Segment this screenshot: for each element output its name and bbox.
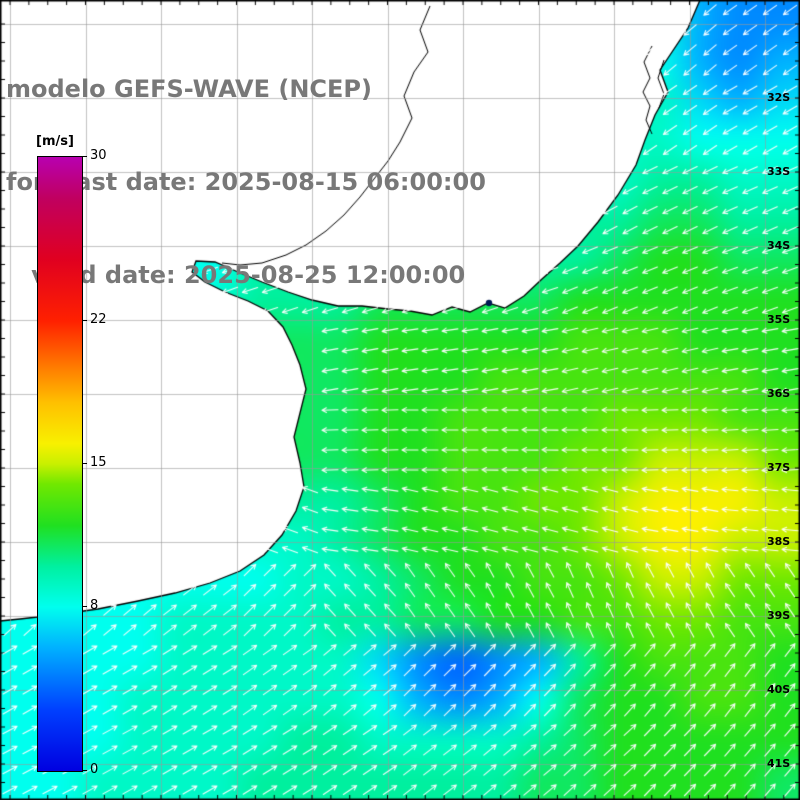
colorbar-tick-label: 15 — [90, 455, 107, 470]
colorbar-tick-label: 30 — [90, 148, 107, 163]
lat-label: 37S — [767, 461, 791, 474]
colorbar-tick-mark — [82, 319, 87, 321]
colorbar-tick-label: 8 — [90, 598, 99, 614]
model-title: modelo GEFS-WAVE (NCEP) — [6, 75, 372, 103]
colorbar: [m/s] 30 22 15 8 0 — [36, 134, 166, 794]
lat-label: 41S — [767, 757, 791, 770]
colorbar-tick-mark — [82, 606, 87, 608]
colorbar-tick-label: 0 — [90, 762, 99, 777]
lat-label: 33S — [767, 165, 791, 178]
colorbar-unit-label: [m/s] — [36, 134, 74, 149]
lat-label: 32S — [767, 91, 791, 104]
lat-label: 35S — [767, 313, 791, 326]
colorbar-tick-label: 22 — [90, 311, 107, 327]
lat-label: 40S — [767, 683, 791, 696]
lat-label: 36S — [767, 387, 791, 400]
lat-label: 34S — [767, 239, 791, 252]
lat-label: 38S — [767, 535, 791, 548]
lat-label: 39S — [767, 609, 791, 622]
colorbar-gradient — [37, 156, 83, 772]
colorbar-tick-mark — [82, 770, 87, 771]
colorbar-tick-mark — [82, 156, 87, 157]
colorbar-tick-mark — [82, 463, 87, 464]
